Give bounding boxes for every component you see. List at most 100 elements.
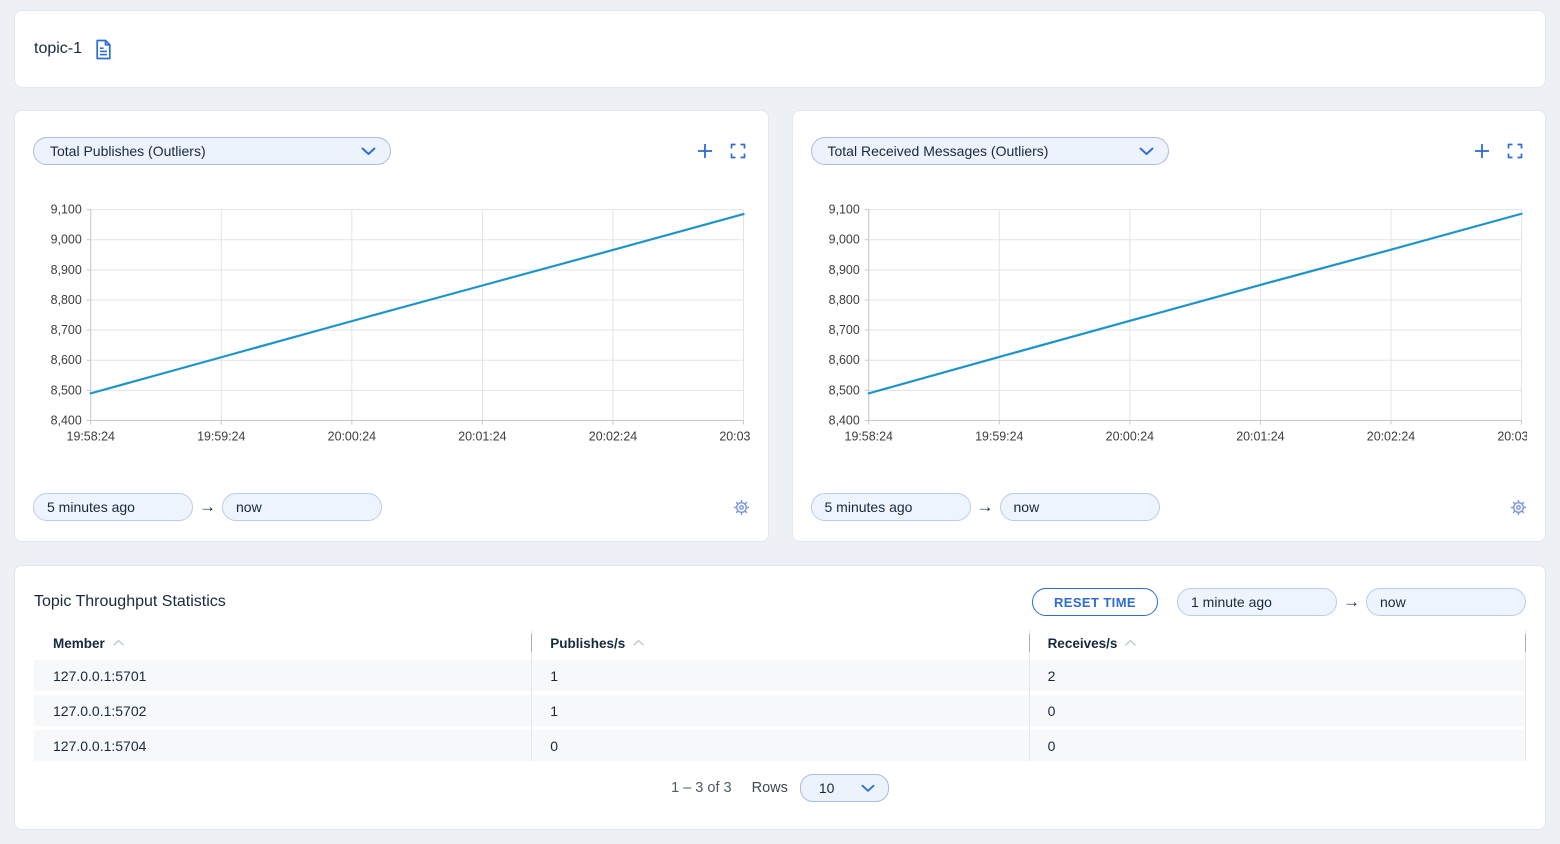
expand-icon	[1507, 143, 1523, 159]
arrow-right-icon: →	[1343, 592, 1360, 611]
chevron-down-icon	[361, 143, 376, 159]
svg-text:20:03:24: 20:03:24	[719, 429, 749, 443]
gear-icon	[1510, 499, 1527, 515]
column-divider	[531, 630, 533, 761]
rows-per-page-label: Rows	[751, 780, 788, 796]
svg-text:8,700: 8,700	[828, 323, 859, 337]
reset-time-button[interactable]: RESET TIME	[1031, 588, 1158, 616]
svg-text:8,400: 8,400	[828, 414, 859, 428]
cell-publishes: 0	[550, 737, 559, 754]
time-to-input[interactable]	[999, 493, 1160, 521]
table-row[interactable]: 127.0.0.1:5701 1 2	[34, 660, 1526, 691]
sort-caret-icon	[1125, 639, 1137, 646]
time-from-input[interactable]	[33, 493, 193, 521]
column-header-publishes[interactable]: Publishes/s	[531, 636, 1028, 651]
time-to-input[interactable]	[222, 493, 382, 521]
metric-selector-dropdown[interactable]: Total Publishes (Outliers)	[33, 137, 391, 165]
svg-text:20:02:24: 20:02:24	[1366, 429, 1414, 443]
column-header-receives[interactable]: Receives/s	[1029, 636, 1526, 651]
stats-title: Topic Throughput Statistics	[34, 593, 226, 610]
metric-selector-dropdown[interactable]: Total Received Messages (Outliers)	[810, 137, 1169, 165]
cell-publishes: 1	[550, 702, 559, 719]
stats-time-from-input[interactable]	[1177, 588, 1337, 616]
arrow-right-icon: →	[976, 497, 994, 516]
topic-header-card: topic-1	[14, 10, 1546, 88]
throughput-table: Member Publishes/s Receives/s 127.0.0.1:…	[34, 630, 1526, 761]
svg-text:8,500: 8,500	[828, 383, 859, 397]
topic-title: topic-1	[34, 40, 83, 57]
add-chart-button[interactable]	[1474, 143, 1490, 159]
svg-text:8,900: 8,900	[51, 263, 82, 277]
svg-text:20:02:24: 20:02:24	[589, 429, 637, 443]
table-row[interactable]: 127.0.0.1:5704 0 0	[34, 730, 1526, 761]
fullscreen-button[interactable]	[1507, 143, 1523, 159]
svg-text:9,000: 9,000	[51, 233, 82, 247]
svg-text:8,400: 8,400	[51, 414, 82, 428]
line-chart-received: 8,400 8,500 8,600 8,700 8,800 8,900 9,000 9,100…	[828, 203, 1527, 444]
svg-text:19:59:24: 19:59:24	[975, 429, 1023, 443]
document-icon[interactable]	[94, 39, 113, 60]
plus-icon	[1475, 144, 1489, 158]
pagination-range: 1 – 3 of 3	[671, 780, 732, 796]
table-header-row: Member Publishes/s Receives/s	[34, 630, 1526, 656]
chart-settings-button[interactable]	[1510, 499, 1527, 516]
svg-text:8,500: 8,500	[51, 383, 82, 397]
chart-panel-publishes: Total Publishes (Outliers)	[14, 110, 769, 542]
throughput-stats-panel: Topic Throughput Statistics RESET TIME →…	[14, 565, 1546, 830]
svg-text:9,000: 9,000	[828, 233, 859, 247]
cell-receives: 0	[1047, 702, 1056, 719]
svg-text:20:01:24: 20:01:24	[458, 429, 506, 443]
pagination: 1 – 3 of 3 Rows 10	[34, 774, 1526, 802]
column-divider	[1525, 630, 1526, 761]
svg-text:19:58:24: 19:58:24	[67, 429, 115, 443]
svg-text:19:58:24: 19:58:24	[844, 429, 892, 443]
rows-per-page-value: 10	[818, 780, 835, 796]
chart-panel-received: Total Received Messages (Outliers)	[791, 110, 1546, 542]
cell-receives: 0	[1047, 737, 1056, 754]
svg-text:8,600: 8,600	[828, 353, 859, 367]
svg-text:8,700: 8,700	[51, 323, 82, 337]
cell-publishes: 1	[550, 667, 559, 684]
time-from-input[interactable]	[810, 493, 971, 521]
charts-row: Total Publishes (Outliers)	[14, 110, 1546, 542]
chevron-down-icon	[1139, 143, 1154, 159]
cell-member: 127.0.0.1:5701	[53, 667, 147, 684]
table-body: 127.0.0.1:5701 1 2 127.0.0.1:5702 1 0 12…	[34, 660, 1526, 761]
arrow-right-icon: →	[199, 497, 216, 516]
metric-selector-value: Total Publishes (Outliers)	[50, 143, 206, 159]
sort-caret-icon	[633, 639, 645, 646]
expand-icon	[730, 143, 745, 159]
svg-text:20:00:24: 20:00:24	[1105, 429, 1153, 443]
svg-text:8,600: 8,600	[51, 353, 82, 367]
cell-member: 127.0.0.1:5704	[53, 737, 147, 754]
column-header-member[interactable]: Member	[34, 636, 531, 651]
svg-text:20:01:24: 20:01:24	[1236, 429, 1284, 443]
svg-text:8,800: 8,800	[828, 293, 859, 307]
svg-text:9,100: 9,100	[828, 203, 859, 217]
metric-selector-value: Total Received Messages (Outliers)	[827, 143, 1049, 159]
svg-text:8,800: 8,800	[51, 293, 82, 307]
column-divider-header	[1028, 634, 1030, 652]
sort-caret-icon	[112, 639, 124, 646]
column-divider	[1028, 630, 1030, 761]
stats-time-to-input[interactable]	[1366, 588, 1526, 616]
svg-text:20:03:24: 20:03:24	[1497, 429, 1527, 443]
gear-icon	[733, 499, 749, 515]
column-divider-header	[1525, 634, 1526, 652]
svg-text:9,100: 9,100	[51, 203, 82, 217]
add-chart-button[interactable]	[697, 143, 713, 159]
svg-text:20:00:24: 20:00:24	[328, 429, 376, 443]
column-divider-header	[531, 634, 533, 652]
chevron-down-icon	[861, 780, 875, 796]
line-chart-publishes: 8,400 8,500 8,600 8,700 8,800 8,900 9,000 9,100…	[51, 203, 750, 444]
cell-member: 127.0.0.1:5702	[53, 702, 147, 719]
cell-receives: 2	[1047, 667, 1056, 684]
svg-text:19:59:24: 19:59:24	[197, 429, 245, 443]
svg-text:8,900: 8,900	[828, 263, 859, 277]
chart-settings-button[interactable]	[733, 499, 750, 516]
fullscreen-button[interactable]	[730, 143, 746, 159]
plus-icon	[697, 144, 712, 158]
table-row[interactable]: 127.0.0.1:5702 1 0	[34, 695, 1526, 726]
rows-per-page-select[interactable]: 10	[799, 774, 889, 802]
